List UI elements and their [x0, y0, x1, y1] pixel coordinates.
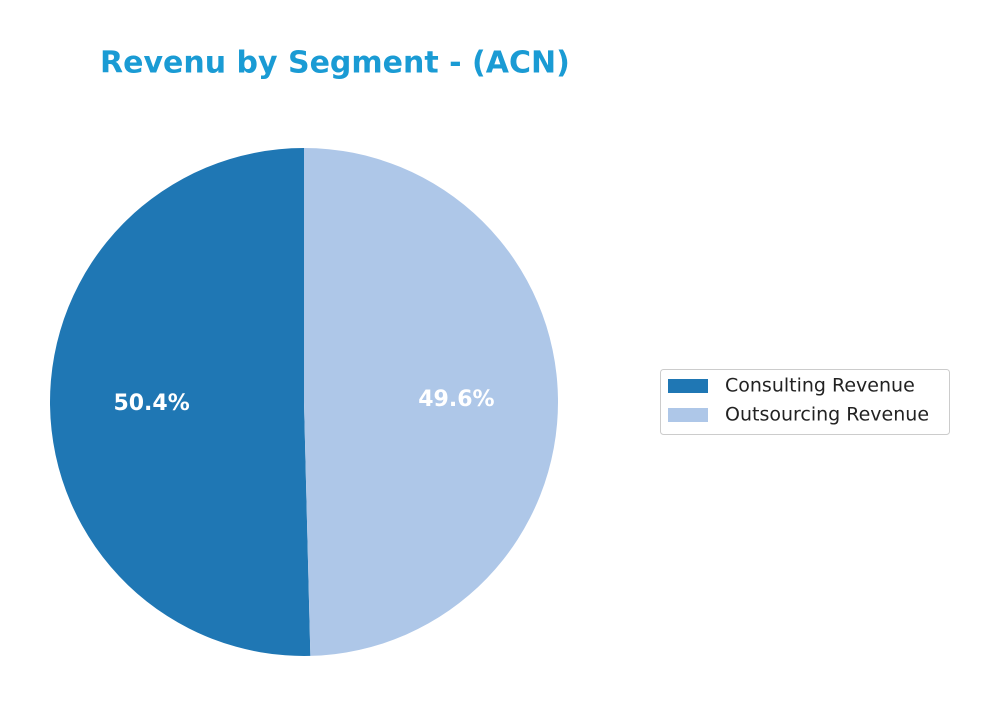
legend-swatch — [668, 408, 708, 422]
chart-title: Revenu by Segment - (ACN) — [100, 46, 570, 81]
legend-label: Consulting Revenue — [725, 375, 915, 397]
data-label: 50.4% — [113, 391, 189, 416]
legend-box — [660, 369, 950, 435]
legend-label: Outsourcing Revenue — [725, 404, 929, 426]
pie-slice — [304, 147, 559, 656]
pie-slice — [50, 148, 311, 656]
legend-swatch — [668, 379, 708, 393]
data-label: 49.6% — [418, 387, 494, 412]
